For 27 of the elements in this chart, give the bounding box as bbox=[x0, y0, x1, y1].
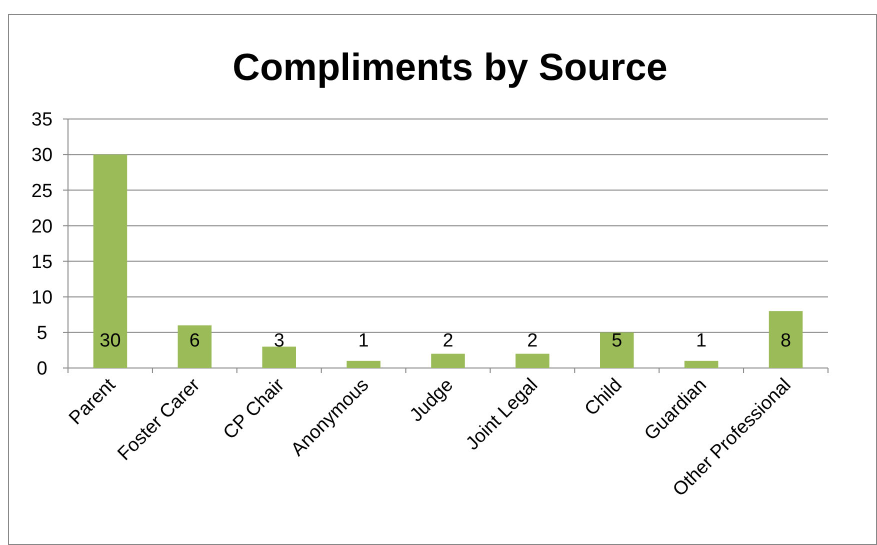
bar bbox=[600, 332, 634, 368]
bar bbox=[768, 311, 803, 368]
y-tick-label: 5 bbox=[36, 323, 48, 344]
bar bbox=[346, 360, 380, 368]
data-label: 3 bbox=[274, 330, 284, 352]
bar bbox=[431, 354, 465, 368]
y-tick-label: 20 bbox=[31, 216, 53, 238]
bar bbox=[178, 325, 212, 368]
data-label: 5 bbox=[612, 330, 622, 352]
bar bbox=[516, 354, 550, 368]
y-tick-label: 15 bbox=[31, 252, 53, 273]
y-tick-label: 30 bbox=[31, 145, 53, 166]
bar bbox=[262, 346, 296, 368]
y-tick-label: 0 bbox=[36, 358, 48, 380]
bar bbox=[93, 154, 128, 368]
y-tick-label: 25 bbox=[31, 180, 53, 202]
y-tick-label: 35 bbox=[31, 110, 53, 131]
data-label: 2 bbox=[527, 330, 538, 352]
bar bbox=[684, 360, 718, 368]
data-label: 30 bbox=[100, 330, 121, 352]
data-label: 1 bbox=[358, 330, 369, 352]
data-label: 6 bbox=[189, 330, 200, 352]
chart-title: Compliments by Source bbox=[232, 47, 668, 89]
data-label: 8 bbox=[780, 330, 792, 352]
data-label: 1 bbox=[696, 330, 707, 352]
data-label: 2 bbox=[442, 330, 454, 352]
y-tick-label: 10 bbox=[31, 288, 53, 309]
